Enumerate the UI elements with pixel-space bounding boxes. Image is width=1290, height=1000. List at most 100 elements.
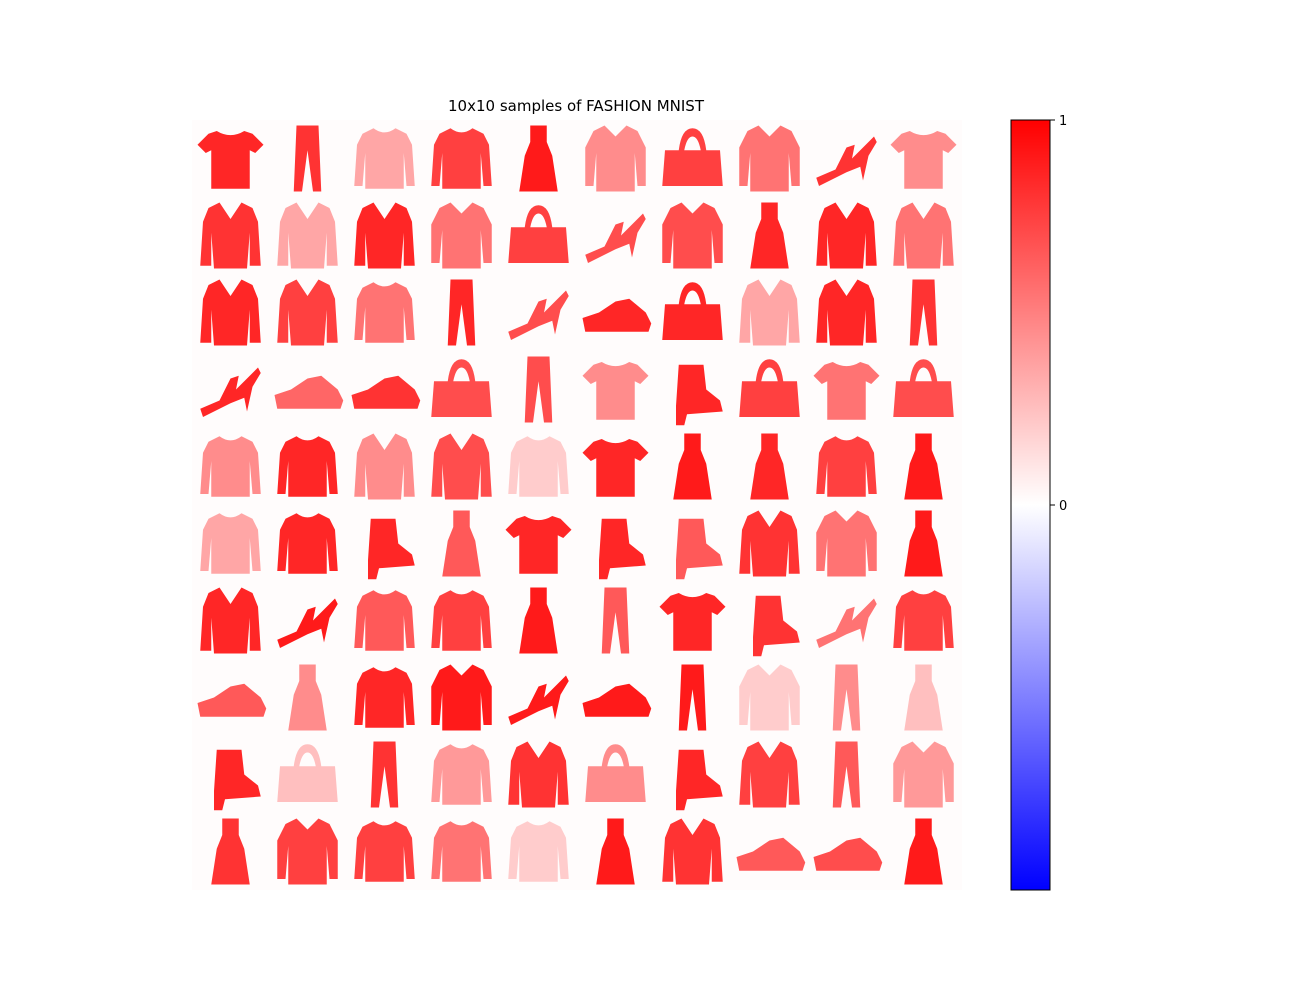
sample-pullover-r2-c2: [346, 274, 423, 351]
tshirt-silhouette: [505, 516, 572, 574]
sample-tshirt-r6-c6: [654, 582, 731, 659]
pullover-silhouette: [354, 590, 415, 651]
trouser-silhouette: [447, 279, 476, 346]
tshirt-silhouette: [659, 593, 726, 651]
coat-silhouette: [277, 279, 338, 346]
sneaker-silhouette: [274, 375, 344, 409]
sample-sandal-r3-c0: [192, 351, 269, 428]
sample-trouser-r3-c4: [500, 351, 577, 428]
tshirt-silhouette: [813, 362, 880, 420]
dress-silhouette: [750, 433, 789, 500]
sample-coat-r1-c2: [346, 197, 423, 274]
sample-pullover-r5-c1: [269, 505, 346, 582]
sample-tshirt-r0-c0: [192, 120, 269, 197]
sample-pullover-r6-c3: [423, 582, 500, 659]
sandal-silhouette: [508, 675, 569, 725]
sample-image-grid: [192, 120, 962, 890]
ankle-boot-silhouette: [676, 518, 723, 580]
trouser-silhouette: [601, 587, 630, 654]
bag-silhouette: [662, 282, 723, 340]
bag-silhouette: [893, 359, 954, 417]
sample-dress-r5-c3: [423, 505, 500, 582]
sample-tshirt-r3-c5: [577, 351, 654, 428]
sample-trouser-r7-c8: [808, 659, 885, 736]
coat-silhouette: [816, 279, 877, 346]
bag-silhouette: [508, 205, 569, 263]
sandal-silhouette: [816, 598, 877, 648]
sample-dress-r7-c9: [885, 659, 962, 736]
sample-shirt-r0-c5: [577, 120, 654, 197]
sample-ankle-boot-r5-c5: [577, 505, 654, 582]
ankle-boot-silhouette: [753, 595, 800, 657]
sample-shirt-r0-c7: [731, 120, 808, 197]
sample-pullover-r0-c3: [423, 120, 500, 197]
sample-coat-r2-c1: [269, 274, 346, 351]
sample-shirt-r9-c1: [269, 813, 346, 890]
sandal-silhouette: [816, 136, 877, 186]
shirt-silhouette: [431, 202, 492, 269]
pullover-silhouette: [354, 667, 415, 728]
sample-shirt-r8-c9: [885, 736, 962, 813]
ankle-boot-silhouette: [368, 518, 415, 580]
coat-silhouette: [200, 279, 261, 346]
sample-ankle-boot-r8-c0: [192, 736, 269, 813]
pullover-silhouette: [277, 436, 338, 497]
ankle-boot-silhouette: [676, 749, 723, 811]
sneaker-silhouette: [351, 375, 421, 409]
ankle-boot-silhouette: [676, 364, 723, 426]
pullover-silhouette: [431, 590, 492, 651]
shirt-silhouette: [277, 818, 338, 885]
sample-coat-r1-c0: [192, 197, 269, 274]
sandal-silhouette: [508, 290, 569, 340]
colorbar: 10: [1010, 114, 1067, 891]
sample-trouser-r2-c9: [885, 274, 962, 351]
shirt-silhouette: [739, 125, 800, 192]
sample-bag-r1-c4: [500, 197, 577, 274]
sample-pullover-r4-c1: [269, 428, 346, 505]
dress-silhouette: [904, 510, 943, 577]
pullover-silhouette: [354, 128, 415, 189]
sample-sandal-r6-c1: [269, 582, 346, 659]
sample-dress-r7-c1: [269, 659, 346, 736]
ankle-boot-silhouette: [599, 518, 646, 580]
sneaker-silhouette: [813, 837, 883, 871]
dress-silhouette: [519, 125, 558, 192]
coat-silhouette: [508, 741, 569, 808]
sample-tshirt-r5-c4: [500, 505, 577, 582]
chart-title: 10x10 samples of FASHION MNIST: [448, 97, 705, 115]
dress-silhouette: [442, 510, 481, 577]
sample-sneaker-r2-c5: [577, 274, 654, 351]
pullover-silhouette: [508, 436, 569, 497]
coat-silhouette: [739, 510, 800, 577]
sample-sandal-r6-c8: [808, 582, 885, 659]
pullover-silhouette: [508, 821, 569, 882]
sample-ankle-boot-r8-c6: [654, 736, 731, 813]
tshirt-silhouette: [890, 131, 957, 189]
bag-silhouette: [431, 359, 492, 417]
trouser-silhouette: [832, 664, 861, 731]
tshirt-silhouette: [582, 439, 649, 497]
shirt-silhouette: [893, 741, 954, 808]
bag-silhouette: [277, 744, 338, 802]
sneaker-silhouette: [582, 683, 652, 717]
sample-shirt-r7-c3: [423, 659, 500, 736]
sample-coat-r2-c0: [192, 274, 269, 351]
dress-silhouette: [673, 433, 712, 500]
sample-sandal-r1-c5: [577, 197, 654, 274]
sample-sandal-r7-c4: [500, 659, 577, 736]
sample-pullover-r4-c0: [192, 428, 269, 505]
sample-ankle-boot-r5-c6: [654, 505, 731, 582]
sneaker-silhouette: [582, 298, 652, 332]
shirt-silhouette: [431, 664, 492, 731]
dress-silhouette: [596, 818, 635, 885]
sample-coat-r1-c9: [885, 197, 962, 274]
pullover-silhouette: [354, 282, 415, 343]
coat-silhouette: [662, 818, 723, 885]
sample-dress-r9-c5: [577, 813, 654, 890]
coat-silhouette: [739, 279, 800, 346]
pullover-silhouette: [431, 821, 492, 882]
sample-pullover-r9-c2: [346, 813, 423, 890]
pullover-silhouette: [277, 513, 338, 574]
colorbar-tick-label: 0: [1059, 499, 1067, 514]
sandal-silhouette: [277, 598, 338, 648]
